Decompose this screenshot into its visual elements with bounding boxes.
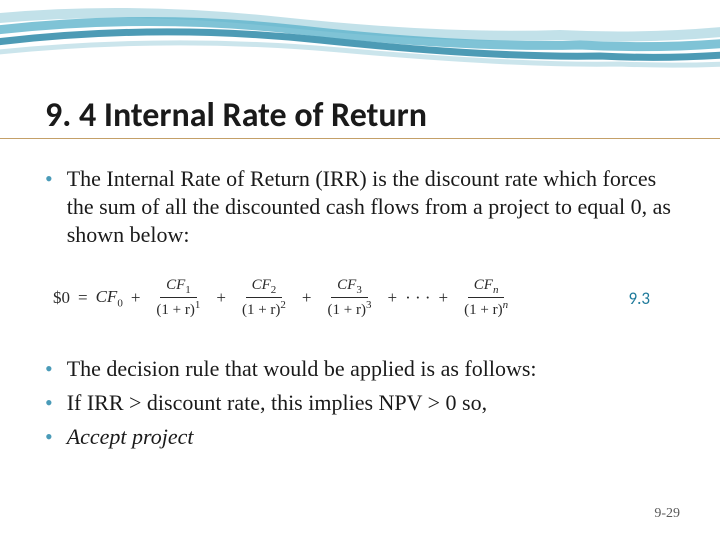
equation-number: 9.3 [628, 288, 680, 309]
bullet-intro: • The Internal Rate of Return (IRR) is t… [45, 165, 680, 249]
term-3: CF3 (1 + r)3 [322, 277, 378, 319]
bullet-dot-icon: • [45, 423, 53, 451]
header-wave-decoration [0, 0, 720, 90]
bullet-rule-3-text: Accept project [67, 423, 194, 451]
formula-expression: $0 = CF0 + CF1 (1 + r)1 + CF2 (1 + r)2 +… [45, 277, 516, 319]
page-number: 9-29 [654, 506, 680, 522]
bullet-intro-text: The Internal Rate of Return (IRR) is the… [67, 165, 680, 249]
plus-5: + [439, 288, 449, 308]
decision-rule-block: • The decision rule that would be applie… [45, 355, 680, 451]
bullet-rule-3: • Accept project [45, 423, 680, 451]
plus-2: + [216, 288, 226, 308]
title-underline [0, 138, 720, 139]
content-area: • The Internal Rate of Return (IRR) is t… [45, 165, 680, 457]
formula-lhs: $0 [53, 288, 70, 308]
term-n: CFn (1 + r)n [458, 277, 514, 319]
bullet-rule-1-text: The decision rule that would be applied … [67, 355, 537, 383]
bullet-rule-2-text: If IRR > discount rate, this implies NPV… [67, 389, 487, 417]
slide-title: 9. 4 Internal Rate of Return [45, 95, 427, 136]
bullet-rule-1: • The decision rule that would be applie… [45, 355, 680, 383]
cf0-term: CF0 [96, 287, 123, 309]
term-2: CF2 (1 + r)2 [236, 277, 292, 319]
bullet-dot-icon: • [45, 355, 53, 383]
bullet-dot-icon: • [45, 165, 53, 193]
plus-1: + [131, 288, 141, 308]
plus-4: + [387, 288, 397, 308]
plus-3: + [302, 288, 312, 308]
ellipsis: · · · [405, 288, 430, 308]
equals-sign: = [78, 288, 88, 308]
term-1: CF1 (1 + r)1 [150, 277, 206, 319]
bullet-rule-2: • If IRR > discount rate, this implies N… [45, 389, 680, 417]
irr-formula: $0 = CF0 + CF1 (1 + r)1 + CF2 (1 + r)2 +… [45, 271, 680, 325]
bullet-dot-icon: • [45, 389, 53, 417]
